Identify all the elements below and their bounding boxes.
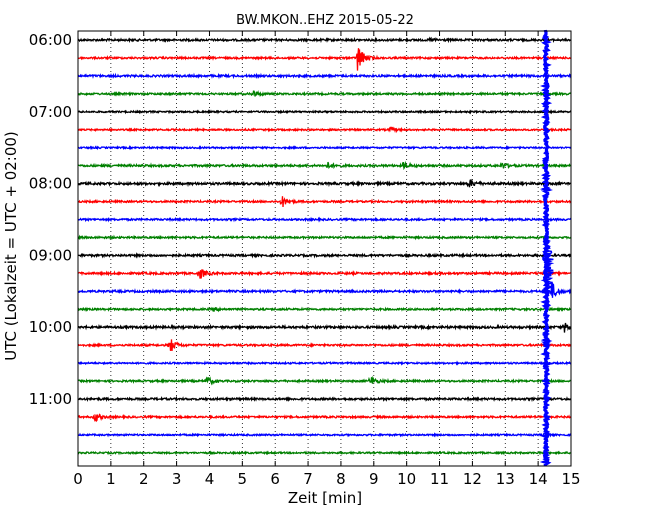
x-tick-label: 13 <box>496 470 515 488</box>
trace-line <box>77 216 572 223</box>
trace-line <box>77 360 572 366</box>
x-tick-labels: 0 1 2 3 4 5 6 7 8 9 10 11 12 13 14 15 <box>73 470 580 488</box>
y-tick-label: 09:00 <box>29 246 72 264</box>
trace-line <box>77 413 572 423</box>
y-tick-label: 07:00 <box>29 103 72 121</box>
trace-line <box>77 90 572 98</box>
y-tick-label: 10:00 <box>29 318 72 336</box>
x-tick-label: 2 <box>139 470 149 488</box>
seismogram-traces <box>77 36 572 456</box>
chart-title: BW.MKON..EHZ 2015-05-22 <box>236 13 414 28</box>
trace-line <box>77 432 572 438</box>
trace-line <box>77 178 572 188</box>
trace-line <box>77 126 572 134</box>
x-tick-label: 5 <box>238 470 248 488</box>
trace-line <box>77 251 572 259</box>
trace-line <box>77 72 572 80</box>
x-tick-label: 14 <box>529 470 548 488</box>
plot-frame <box>77 30 572 467</box>
x-axis-label: Zeit [min] <box>288 489 362 507</box>
trace-line <box>77 109 572 115</box>
x-tick-label: 4 <box>205 470 215 488</box>
trace-line <box>77 48 572 71</box>
y-tick-label: 11:00 <box>29 390 72 408</box>
trace-line <box>77 282 572 298</box>
x-tick-label: 11 <box>430 470 449 488</box>
trace-line <box>77 36 572 44</box>
trace-line <box>77 160 572 171</box>
x-tick-label: 12 <box>463 470 482 488</box>
y-tick-label: 08:00 <box>29 175 72 193</box>
y-axis-label: UTC (Lokalzeit = UTC + 02:00) <box>2 131 20 361</box>
trace-line <box>77 322 572 333</box>
large-event-burst <box>540 231 555 299</box>
y-tick-labels: 06:00 07:00 08:00 09:00 10:00 11:00 <box>29 31 72 408</box>
x-tick-label: 9 <box>369 470 379 488</box>
grid-lines <box>110 31 539 466</box>
x-tick-label: 7 <box>303 470 313 488</box>
y-tick-label: 06:00 <box>29 31 72 49</box>
x-tick-label: 6 <box>270 470 280 488</box>
trace-line <box>77 339 572 351</box>
x-tick-label: 0 <box>73 470 83 488</box>
x-tick-label: 3 <box>172 470 182 488</box>
trace-line <box>77 196 572 207</box>
trace-line <box>77 306 572 313</box>
large-event-marker <box>539 29 555 467</box>
x-tick-label: 8 <box>336 470 346 488</box>
x-tick-label: 1 <box>106 470 116 488</box>
trace-line <box>77 375 572 386</box>
trace-line <box>77 395 572 403</box>
axis-ticks <box>77 31 572 466</box>
x-tick-label: 15 <box>561 470 580 488</box>
trace-line <box>77 234 572 241</box>
x-tick-label: 10 <box>397 470 416 488</box>
trace-line <box>77 450 572 456</box>
trace-line <box>77 269 572 279</box>
trace-line <box>77 145 572 151</box>
